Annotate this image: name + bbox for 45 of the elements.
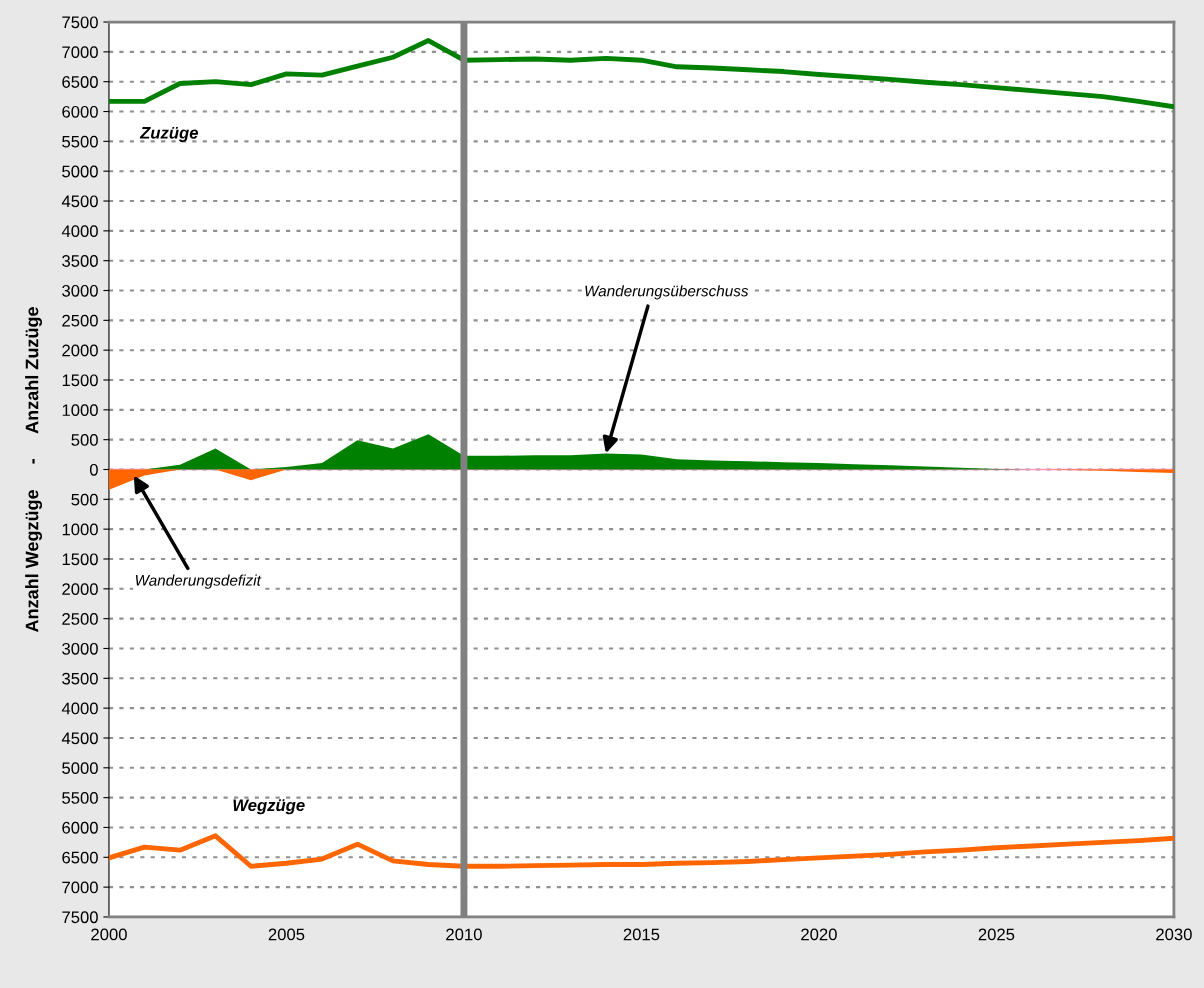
y-tick-label: 500: [71, 493, 98, 506]
y-tick-label: 7500: [62, 911, 98, 924]
y-tick-label: 3000: [62, 642, 98, 655]
y-tick-label: 4000: [61, 225, 98, 238]
y-tick-label: 2000: [62, 583, 98, 596]
y-tick-label: 7000: [62, 46, 98, 59]
y-tick-label: 2500: [62, 613, 98, 625]
y-tick-label: 5000: [62, 762, 98, 775]
y-tick-label: 6500: [62, 76, 98, 88]
y-tick-label: 1500: [62, 553, 98, 566]
y-tick-label: 2000: [62, 344, 98, 357]
y-tick-label: 2500: [62, 314, 98, 327]
y-tick-label: 5000: [62, 165, 98, 178]
y-tick-label: 3000: [62, 284, 98, 297]
x-tick-label: 2020: [801, 928, 837, 941]
y-tick-label: 5500: [62, 792, 98, 804]
x-tick-label: 2005: [268, 928, 305, 941]
y-tick-label: 1000: [62, 404, 98, 417]
y-axis-title: Anzahl Wegzüge - Anzahl Zuzüge: [25, 307, 43, 633]
y-tick-label: 500: [71, 434, 98, 446]
annotation: Wanderungsdefizit: [135, 574, 262, 589]
x-tick-label: 2010: [446, 928, 482, 941]
y-tick-label: 6000: [62, 821, 98, 834]
y-tick-label: 7500: [62, 16, 98, 29]
y-tick-label: 1000: [62, 523, 98, 536]
y-tick-label: 5500: [62, 135, 98, 148]
y-tick-label: 4000: [61, 702, 98, 715]
x-tick-label: 2025: [978, 928, 1015, 941]
x-tick-label: 2030: [1156, 928, 1192, 941]
x-tick-label: 2000: [91, 928, 127, 941]
y-tick-label: 4500: [61, 195, 98, 208]
y-tick-label: 3500: [62, 672, 98, 685]
y-tick-label: 7000: [62, 881, 98, 894]
annotation: Wanderungsüberschuss: [585, 285, 749, 300]
series-label: Zuzüge: [139, 126, 199, 142]
y-tick-label: 1500: [62, 374, 98, 387]
x-tick-label: 2015: [623, 928, 660, 941]
line-series: [108, 38, 1174, 110]
y-tick-label: 3500: [62, 255, 98, 267]
line-series: [108, 833, 1174, 869]
y-tick-label: 6000: [62, 105, 98, 118]
series-label: Wegzüge: [233, 799, 305, 815]
y-tick-label: 6500: [62, 851, 98, 864]
y-tick-label: 4500: [61, 732, 98, 745]
y-tick-label: 0: [89, 463, 98, 476]
